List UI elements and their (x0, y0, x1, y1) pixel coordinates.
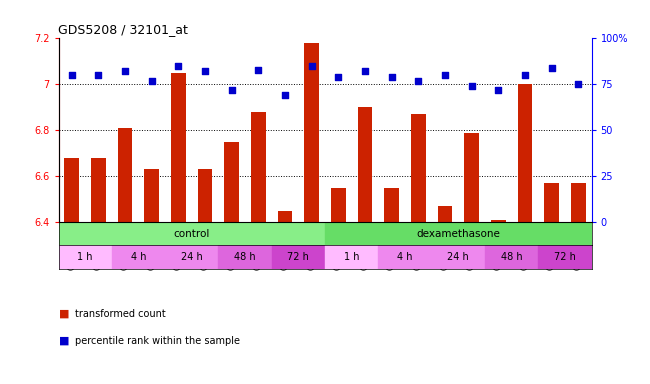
Bar (384, 188, 399, 222)
Bar (91, 158, 106, 222)
Text: 1 h: 1 h (77, 252, 93, 262)
Point (467, 83, 477, 89)
Bar (325, 245, 378, 269)
Text: ■: ■ (58, 336, 69, 346)
Bar (218, 245, 272, 269)
Bar (464, 132, 479, 222)
Point (547, 65, 557, 71)
Bar (165, 245, 218, 269)
Bar (517, 84, 532, 222)
Text: ■: ■ (58, 309, 69, 319)
Text: transformed count: transformed count (75, 309, 166, 319)
Point (147, 78, 157, 84)
Bar (331, 188, 346, 222)
Point (333, 74, 343, 80)
Point (94, 72, 104, 78)
Point (386, 74, 396, 80)
Point (173, 63, 184, 69)
Bar (432, 245, 485, 269)
Point (227, 87, 237, 93)
Text: 1 h: 1 h (344, 252, 359, 262)
Bar (58, 245, 112, 269)
Text: control: control (174, 229, 210, 239)
Bar (118, 128, 133, 222)
Text: dexamethasone: dexamethasone (416, 229, 500, 239)
Bar (378, 245, 432, 269)
Point (120, 68, 130, 74)
Bar (544, 183, 559, 222)
Point (67, 72, 77, 78)
Bar (278, 210, 292, 222)
Bar (437, 206, 452, 222)
Bar (358, 107, 372, 222)
Bar (304, 43, 319, 222)
Text: 4 h: 4 h (131, 252, 146, 262)
Bar (325, 222, 592, 245)
Point (360, 68, 370, 74)
Point (254, 66, 264, 73)
Bar (485, 245, 538, 269)
Text: GDS5208 / 32101_at: GDS5208 / 32101_at (58, 23, 188, 36)
Text: 4 h: 4 h (397, 252, 413, 262)
Point (439, 72, 450, 78)
Bar (491, 220, 506, 222)
Bar (571, 183, 586, 222)
Point (520, 72, 530, 78)
Bar (411, 114, 426, 222)
Point (307, 63, 317, 69)
Bar (58, 222, 325, 245)
Bar (224, 142, 239, 222)
Text: 48 h: 48 h (234, 252, 256, 262)
Bar (272, 245, 325, 269)
Text: 24 h: 24 h (181, 252, 203, 262)
Bar (112, 245, 165, 269)
Bar (64, 158, 79, 222)
Bar (198, 169, 213, 222)
Point (280, 92, 291, 98)
Text: 24 h: 24 h (447, 252, 469, 262)
Point (573, 81, 584, 88)
Text: 48 h: 48 h (500, 252, 523, 262)
Text: percentile rank within the sample: percentile rank within the sample (75, 336, 240, 346)
Bar (171, 73, 186, 222)
Bar (251, 112, 266, 222)
Bar (144, 169, 159, 222)
Point (200, 68, 211, 74)
Text: 72 h: 72 h (554, 252, 576, 262)
Point (493, 87, 504, 93)
Bar (538, 245, 592, 269)
Point (413, 78, 424, 84)
Text: 72 h: 72 h (287, 252, 309, 262)
